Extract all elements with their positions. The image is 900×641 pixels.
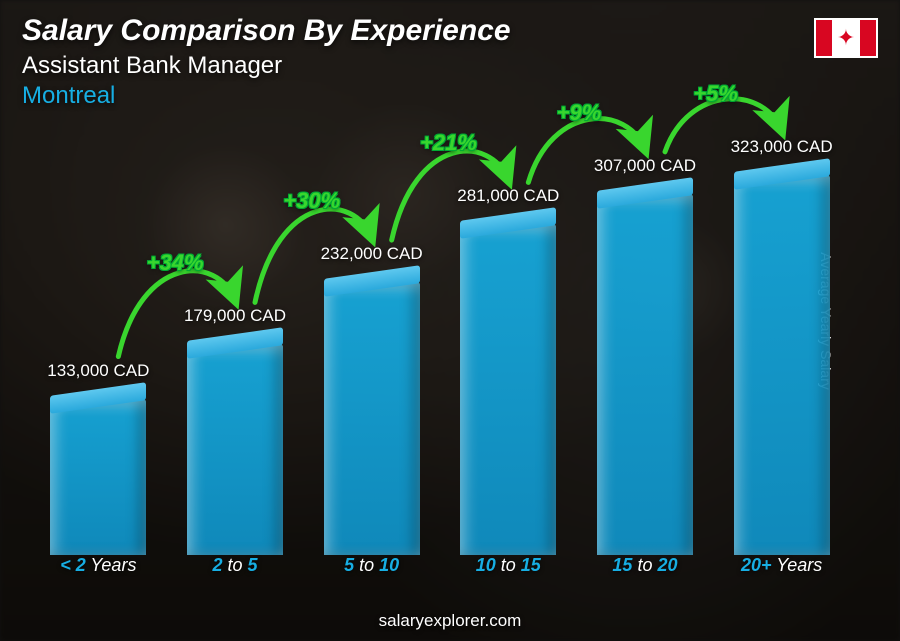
bar-group: 232,000 CAD <box>312 282 432 555</box>
chart-subtitle: Assistant Bank Manager <box>22 52 511 80</box>
footer-credit: salaryexplorer.com <box>0 611 900 631</box>
x-axis-label: 5 to 10 <box>312 555 432 583</box>
bar-value-label: 307,000 CAD <box>594 156 696 176</box>
bar-group: 281,000 CAD <box>448 224 568 555</box>
bar: 323,000 CAD <box>734 175 830 555</box>
growth-pct-label: +21% <box>420 130 477 156</box>
bar-value-label: 179,000 CAD <box>184 306 286 326</box>
growth-pct-label: +9% <box>557 100 602 126</box>
bar-value-label: 232,000 CAD <box>321 244 423 264</box>
bar-chart: 133,000 CAD 179,000 CAD 232,000 CAD 281,000… <box>30 83 850 583</box>
bar: 179,000 CAD <box>187 344 283 555</box>
bar-value-label: 133,000 CAD <box>47 361 149 381</box>
maple-leaf-icon: ✦ <box>837 27 855 49</box>
x-axis-label: 15 to 20 <box>585 555 705 583</box>
bar-value-label: 281,000 CAD <box>457 186 559 206</box>
x-axis-labels: < 2 Years 2 to 5 5 to 10 10 to 15 15 to 20 20… <box>30 555 850 583</box>
flag-band-left <box>816 20 832 56</box>
canada-flag-icon: ✦ <box>814 18 878 58</box>
chart-container: Salary Comparison By Experience Assistan… <box>0 0 900 641</box>
x-axis-label: < 2 Years <box>38 555 158 583</box>
bar-value-label: 323,000 CAD <box>731 137 833 157</box>
bar: 307,000 CAD <box>597 194 693 555</box>
bar: 232,000 CAD <box>324 282 420 555</box>
x-axis-label: 10 to 15 <box>448 555 568 583</box>
x-axis-label: 2 to 5 <box>175 555 295 583</box>
bar-group: 323,000 CAD <box>722 175 842 555</box>
growth-pct-label: +5% <box>693 81 738 107</box>
bar-group: 307,000 CAD <box>585 194 705 555</box>
growth-pct-label: +30% <box>283 188 340 214</box>
flag-band-right <box>860 20 876 56</box>
x-axis-label: 20+ Years <box>722 555 842 583</box>
bar: 133,000 CAD <box>50 399 146 555</box>
chart-title: Salary Comparison By Experience <box>22 14 511 48</box>
growth-pct-label: +34% <box>147 250 204 276</box>
bar-group: 133,000 CAD <box>38 399 158 555</box>
bars-row: 133,000 CAD 179,000 CAD 232,000 CAD 281,000… <box>30 135 850 555</box>
flag-center: ✦ <box>832 20 860 56</box>
bar: 281,000 CAD <box>460 224 556 555</box>
bar-group: 179,000 CAD <box>175 344 295 555</box>
